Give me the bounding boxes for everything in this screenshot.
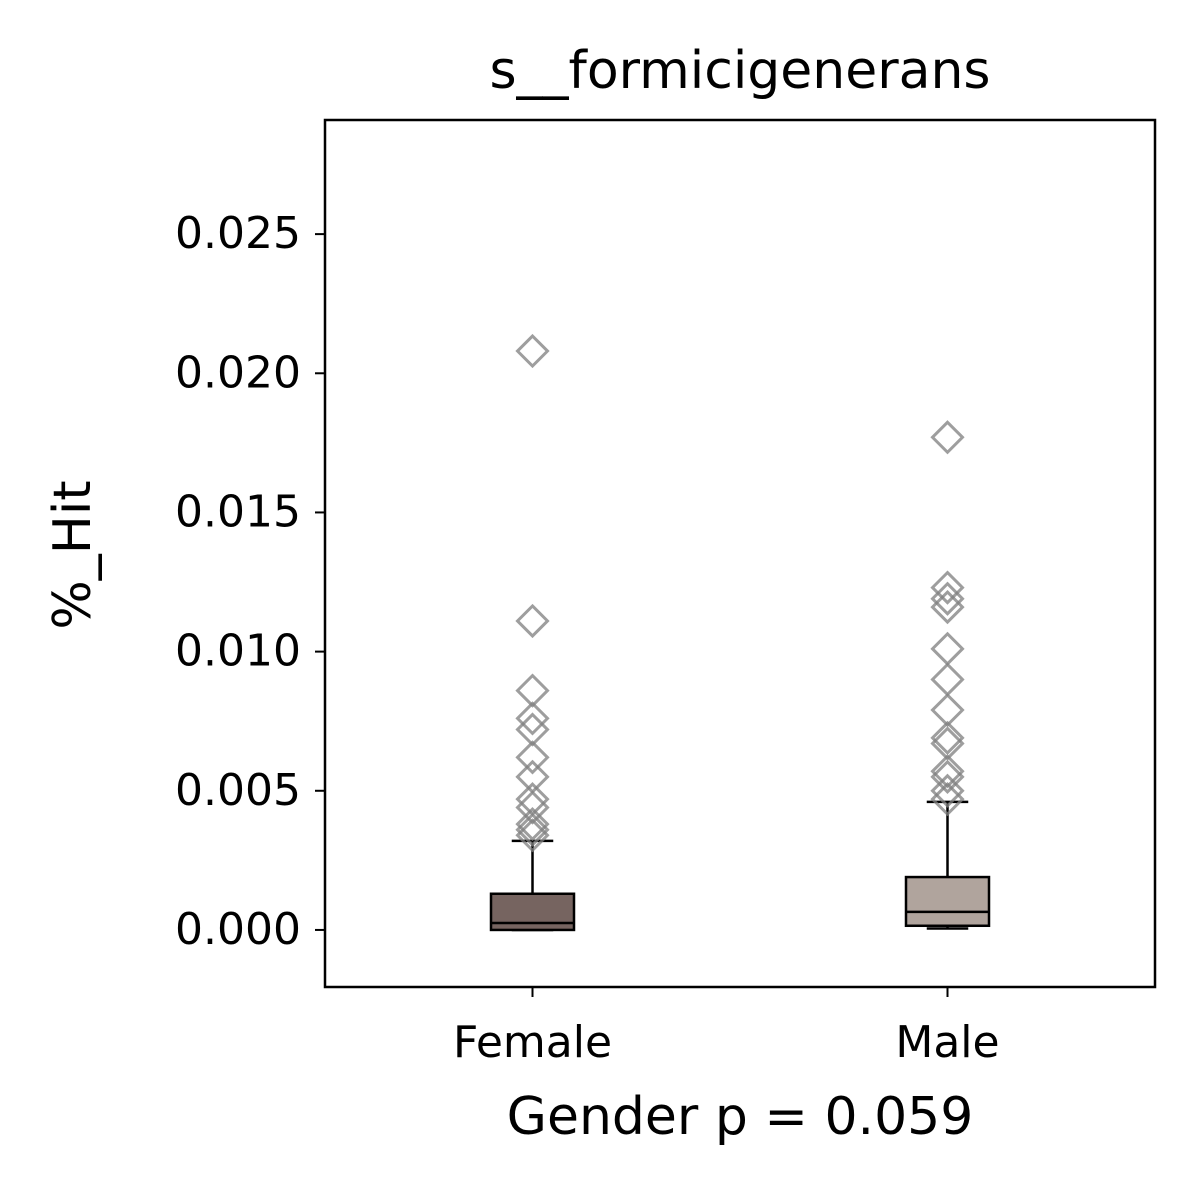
flier: [930, 754, 965, 789]
y-axis-label: %_Hit: [43, 480, 103, 629]
flier: [930, 570, 965, 605]
y-tick-label: 0.015: [175, 486, 301, 537]
y-tick-label: 0.025: [175, 208, 301, 259]
flier: [930, 420, 965, 455]
y-tick-label: 0.000: [175, 904, 301, 955]
y-tick-label: 0.010: [175, 626, 301, 677]
flier: [515, 603, 550, 639]
flier: [930, 581, 965, 616]
flier: [930, 692, 965, 728]
flier: [515, 818, 550, 853]
y-tick-label: 0.005: [175, 765, 301, 816]
box: [904, 875, 991, 928]
flier: [515, 759, 550, 794]
plot-frame: [323, 118, 1157, 989]
box: [489, 892, 576, 932]
flier: [930, 662, 965, 697]
flier: [515, 790, 550, 825]
flier: [515, 712, 550, 747]
y-tick-label: 0.020: [175, 347, 301, 398]
flier: [930, 631, 965, 666]
flier: [930, 720, 965, 756]
flier: [515, 701, 550, 736]
flier: [515, 740, 550, 775]
flier: [930, 589, 965, 625]
flier: [515, 673, 550, 708]
flier: [930, 726, 965, 761]
flier: [930, 759, 965, 794]
x-tick-label: Male: [895, 1017, 999, 1068]
chart-title: s__formicigenerans: [489, 41, 990, 101]
x-axis-label: Gender p = 0.059: [507, 1087, 974, 1147]
flier: [515, 807, 550, 842]
flier: [515, 333, 550, 369]
x-tick-label: Female: [453, 1017, 612, 1068]
flier: [515, 812, 550, 847]
flier: [930, 773, 965, 808]
flier: [930, 782, 965, 817]
